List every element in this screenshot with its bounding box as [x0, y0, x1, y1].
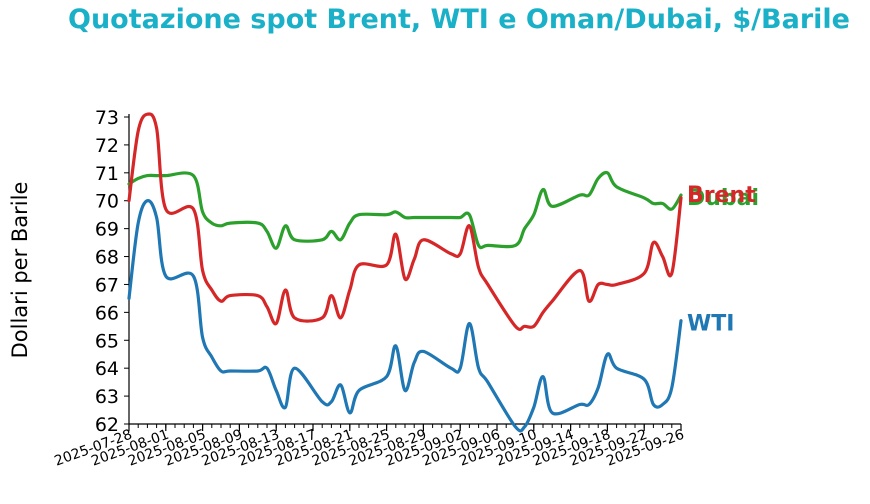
y-axis-label: Dollari per Barile — [8, 182, 32, 359]
y-tick-label: 72 — [95, 135, 119, 157]
series-label-dubai: Dubai — [687, 186, 759, 211]
y-tick-label: 65 — [95, 330, 119, 352]
series-label-wti: WTI — [687, 312, 734, 337]
y-tick-label: 69 — [95, 219, 119, 241]
y-tick-label: 73 — [95, 107, 119, 129]
y-tick-label: 68 — [95, 247, 119, 269]
y-tick-label: 67 — [95, 274, 119, 296]
series-label-brent: Brent — [687, 183, 756, 208]
series-line-brent — [127, 112, 683, 331]
series-line-dubai — [127, 170, 683, 250]
y-tick-label: 66 — [95, 302, 119, 324]
series-lines — [127, 112, 683, 433]
y-tick-label: 70 — [95, 191, 119, 213]
y-tick-label: 63 — [95, 386, 119, 408]
chart-title: Quotazione spot Brent, WTI e Oman/Dubai,… — [68, 4, 850, 35]
y-tick-label: 71 — [95, 163, 119, 185]
axes: 6263646566676869707172732025-07-282025-0… — [52, 107, 686, 470]
y-tick-label: 64 — [95, 358, 119, 380]
series-line-wti — [127, 199, 683, 433]
y-tick-label: 62 — [95, 414, 119, 436]
